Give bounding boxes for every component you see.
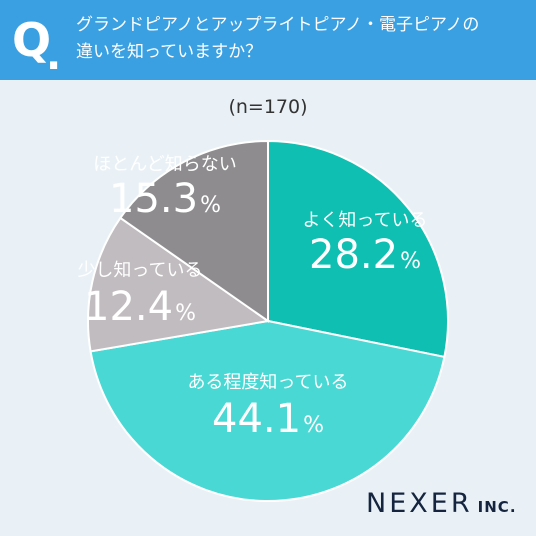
question-banner: Q . グランドピアノとアップライトピアノ・電子ピアノの 違いを知っていますか？ bbox=[0, 0, 536, 80]
sample-size-label: (n=170) bbox=[228, 96, 308, 118]
q-mark: Q bbox=[12, 13, 52, 67]
q-dot: . bbox=[46, 33, 62, 79]
slice-label-3: 少し知っている bbox=[77, 260, 202, 281]
slice-label-4: ほとんど知らない bbox=[93, 154, 236, 175]
pie-slice-3 bbox=[87, 216, 271, 353]
logo-brand: NEXER bbox=[366, 488, 473, 519]
pie-slice-2 bbox=[89, 319, 446, 502]
pie-slice-4 bbox=[119, 139, 269, 323]
pie-slice-1 bbox=[267, 139, 449, 359]
slice-value-4: 15.3% bbox=[109, 176, 221, 222]
question-line-1: グランドピアノとアップライトピアノ・電子ピアノの bbox=[76, 15, 480, 35]
question-line-2: 違いを知っていますか？ bbox=[76, 42, 263, 62]
slice-label-1: よく知っている bbox=[302, 210, 427, 231]
slice-value-3: 12.4% bbox=[84, 284, 196, 330]
question-text: グランドピアノとアップライトピアノ・電子ピアノの 違いを知っていますか？ bbox=[76, 12, 526, 66]
slice-value-1: 28.2% bbox=[309, 232, 421, 278]
slice-label-2: ある程度知っている bbox=[187, 372, 348, 393]
logo-suffix: INC. bbox=[477, 498, 517, 516]
nexer-logo: NEXER INC. bbox=[366, 488, 517, 519]
slice-value-2: 44.1% bbox=[212, 396, 324, 442]
